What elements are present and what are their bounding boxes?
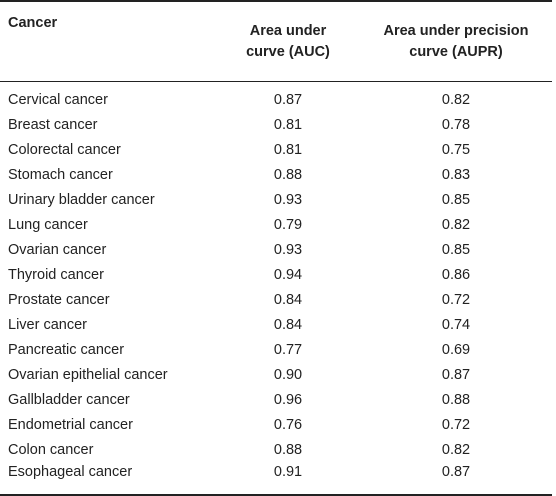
header-aupr-line1: Area under precision <box>383 22 529 39</box>
table-row: Liver cancer 0.84 0.74 <box>0 312 552 337</box>
cell-aupr: 0.85 <box>441 241 471 258</box>
cell-aupr: 0.82 <box>441 91 471 108</box>
cell-aupr: 0.85 <box>441 191 471 208</box>
cell-aupr: 0.86 <box>441 266 471 283</box>
cell-aupr: 0.72 <box>441 416 471 433</box>
table-row: Endometrial cancer 0.76 0.72 <box>0 412 552 437</box>
cell-auc: 0.93 <box>273 241 303 258</box>
table-row: Ovarian epithelial cancer 0.90 0.87 <box>0 362 552 387</box>
cell-aupr: 0.74 <box>441 316 471 333</box>
cell-aupr: 0.75 <box>441 141 471 158</box>
cell-cancer: Gallbladder cancer <box>8 391 130 408</box>
cell-aupr: 0.78 <box>441 116 471 133</box>
cell-auc: 0.84 <box>273 316 303 333</box>
cell-cancer: Ovarian epithelial cancer <box>8 366 168 383</box>
cell-aupr: 0.69 <box>441 341 471 358</box>
cell-auc: 0.96 <box>273 391 303 408</box>
cell-cancer: Urinary bladder cancer <box>8 191 155 208</box>
table-row: Prostate cancer 0.84 0.72 <box>0 287 552 312</box>
cell-auc: 0.77 <box>273 341 303 358</box>
table-row: Thyroid cancer 0.94 0.86 <box>0 262 552 287</box>
cell-auc: 0.81 <box>273 116 303 133</box>
header-auc: Area under curve (AUC) <box>216 1 360 82</box>
cell-cancer: Pancreatic cancer <box>8 341 125 358</box>
table-row: Breast cancer 0.81 0.78 <box>0 112 552 137</box>
cell-auc: 0.94 <box>273 266 303 283</box>
cell-cancer: Esophageal cancer <box>8 464 133 480</box>
table-row: Lung cancer 0.79 0.82 <box>0 212 552 237</box>
cell-auc: 0.88 <box>273 166 303 183</box>
cell-aupr: 0.82 <box>441 216 471 233</box>
cell-aupr: 0.88 <box>441 391 471 408</box>
cell-auc: 0.87 <box>273 91 303 108</box>
cell-auc: 0.84 <box>273 291 303 308</box>
cell-cancer: Colorectal cancer <box>8 141 121 158</box>
header-aupr: Area under precision curve (AUPR) <box>360 1 552 82</box>
cell-auc: 0.91 <box>273 464 303 480</box>
table-body: Cervical cancer 0.87 0.82 Breast cancer 0.81… <box>0 82 552 495</box>
cell-auc: 0.81 <box>273 141 303 158</box>
header-auc-line2: curve (AUC) <box>246 43 330 60</box>
cell-aupr: 0.87 <box>441 464 471 480</box>
table-row: Stomach cancer 0.88 0.83 <box>0 162 552 187</box>
table-row: Urinary bladder cancer 0.93 0.85 <box>0 187 552 212</box>
cell-aupr: 0.87 <box>441 366 471 383</box>
table-row: Esophageal cancer 0.91 0.87 <box>0 462 552 495</box>
cell-aupr: 0.82 <box>441 441 471 458</box>
header-cancer: Cancer <box>8 15 58 31</box>
header-aupr-line2: curve (AUPR) <box>409 43 503 60</box>
cell-cancer: Liver cancer <box>8 316 87 333</box>
cell-auc: 0.88 <box>273 441 303 458</box>
cell-auc: 0.76 <box>273 416 303 433</box>
cell-auc: 0.90 <box>273 366 303 383</box>
table-row: Ovarian cancer 0.93 0.85 <box>0 237 552 262</box>
cell-cancer: Cervical cancer <box>8 91 108 108</box>
table-header: Cancer Area under curve (AUC) Area under… <box>0 1 552 82</box>
cell-cancer: Endometrial cancer <box>8 416 133 433</box>
header-row: Cancer Area under curve (AUC) Area under… <box>0 1 552 82</box>
table-row: Colorectal cancer 0.81 0.75 <box>0 137 552 162</box>
cell-auc: 0.93 <box>273 191 303 208</box>
cell-cancer: Lung cancer <box>8 216 88 233</box>
header-auc-line1: Area under <box>249 22 327 39</box>
table-row: Cervical cancer 0.87 0.82 <box>0 87 552 112</box>
cell-cancer: Ovarian cancer <box>8 241 107 258</box>
table-row: Gallbladder cancer 0.96 0.88 <box>0 387 552 412</box>
cell-cancer: Thyroid cancer <box>8 266 104 283</box>
table-row: Colon cancer 0.88 0.82 <box>0 437 552 462</box>
cell-cancer: Stomach cancer <box>8 166 113 183</box>
cell-cancer: Breast cancer <box>8 116 98 133</box>
cell-cancer: Prostate cancer <box>8 291 110 308</box>
cell-cancer: Colon cancer <box>8 441 94 458</box>
cell-auc: 0.79 <box>273 216 303 233</box>
table-row: Pancreatic cancer 0.77 0.69 <box>0 337 552 362</box>
cell-aupr: 0.83 <box>441 166 471 183</box>
cell-aupr: 0.72 <box>441 291 471 308</box>
